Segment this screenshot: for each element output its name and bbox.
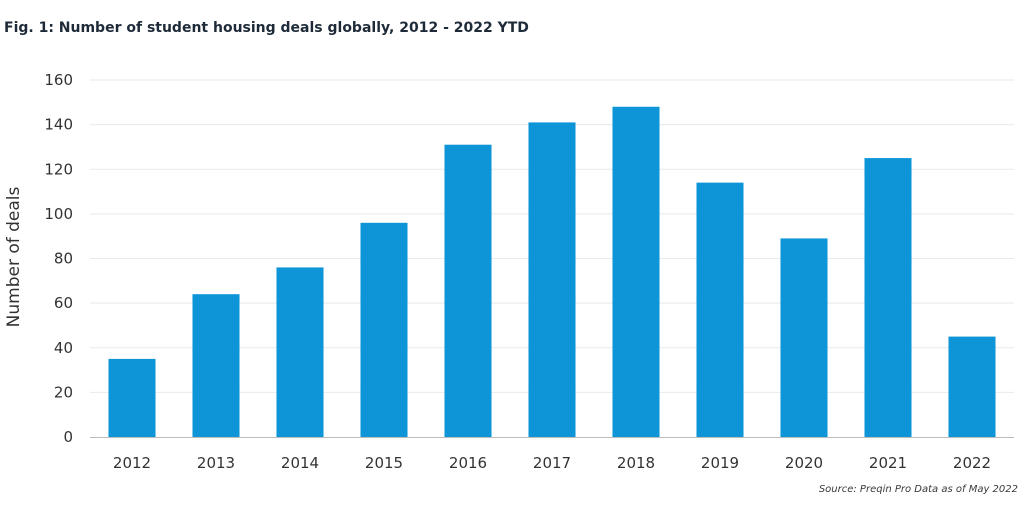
y-tick-label: 80 xyxy=(54,250,73,268)
bar-2021 xyxy=(864,158,912,437)
bars xyxy=(108,106,996,438)
bar-2015 xyxy=(360,222,408,437)
x-axis-ticks: 2012 2013 2014 2015 2016 2017 2018 2019 2020 2021… xyxy=(113,454,991,472)
bar-2013 xyxy=(192,294,240,437)
x-tick-label: 2022 xyxy=(953,454,991,472)
y-tick-label: 0 xyxy=(63,428,73,446)
x-tick-label: 2014 xyxy=(281,454,319,472)
y-tick-label: 140 xyxy=(44,116,73,134)
y-axis-title: Number of deals xyxy=(4,186,24,327)
x-tick-label: 2017 xyxy=(533,454,571,472)
bar-2014 xyxy=(276,267,324,437)
x-tick-label: 2013 xyxy=(197,454,235,472)
x-tick-label: 2020 xyxy=(785,454,823,472)
bar-2020 xyxy=(780,238,828,437)
y-tick-label: 160 xyxy=(44,71,73,89)
bar-2022 xyxy=(948,336,996,437)
bar-2018 xyxy=(612,106,660,438)
y-tick-label: 40 xyxy=(54,339,73,357)
y-tick-label: 100 xyxy=(44,205,73,223)
x-tick-label: 2018 xyxy=(617,454,655,472)
x-tick-label: 2019 xyxy=(701,454,739,472)
y-tick-label: 20 xyxy=(54,383,73,401)
chart-title: Fig. 1: Number of student housing deals … xyxy=(4,20,529,36)
y-tick-label: 60 xyxy=(54,294,73,312)
y-axis-ticks: 0 20 40 60 80 100 120 140 160 xyxy=(44,71,73,446)
x-tick-label: 2015 xyxy=(365,454,403,472)
x-tick-label: 2012 xyxy=(113,454,151,472)
source-note: Source: Preqin Pro Data as of May 2022 xyxy=(818,484,1018,495)
bar-2017 xyxy=(528,122,576,438)
y-tick-label: 120 xyxy=(44,160,73,178)
bar-2019 xyxy=(696,182,744,437)
x-tick-label: 2016 xyxy=(449,454,487,472)
bar-2016 xyxy=(444,144,492,438)
bar-2012 xyxy=(108,358,156,437)
x-tick-label: 2021 xyxy=(869,454,907,472)
